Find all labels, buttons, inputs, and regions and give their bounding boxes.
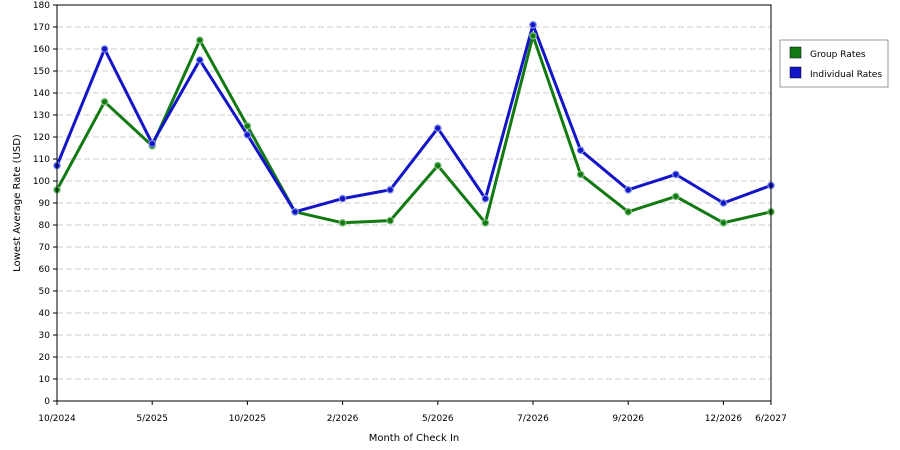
y-tick-label: 160 <box>33 45 50 55</box>
legend: Group Rates Individual Rates <box>779 39 889 88</box>
x-tick-label: 12/2026 <box>705 414 743 424</box>
data-point <box>576 146 585 155</box>
data-point <box>671 170 680 179</box>
x-tick-label: 10/2025 <box>229 414 266 424</box>
data-point <box>196 36 204 45</box>
data-point <box>291 208 299 216</box>
legend-label-individual: Individual Rates <box>810 70 882 80</box>
y-tick-label: 110 <box>33 155 50 165</box>
x-tick-label: 9/2026 <box>612 414 644 424</box>
x-axis-title: Month of Check In <box>369 433 460 444</box>
data-point <box>386 186 395 194</box>
y-tick-label: 30 <box>39 331 51 341</box>
data-point <box>624 186 633 194</box>
x-tick-label: 2/2026 <box>327 414 359 424</box>
grid-lines <box>57 26 771 380</box>
data-point <box>433 161 442 170</box>
y-tick-label: 180 <box>33 1 50 11</box>
y-tick-label: 60 <box>39 265 51 275</box>
x-tick-label: 10/2024 <box>38 414 76 424</box>
data-point <box>338 194 347 203</box>
data-point <box>481 194 490 203</box>
y-tick-label: 140 <box>33 89 50 99</box>
data-point <box>719 199 728 207</box>
data-point <box>243 131 252 139</box>
x-axis-ticks: 10/2024 5/2025 10/2025 2/2026 5/2026 7/2026 9/… <box>38 401 787 424</box>
data-point <box>196 56 204 64</box>
y-tick-label: 40 <box>39 309 51 319</box>
y-tick-label: 0 <box>44 397 50 407</box>
y-tick-label: 70 <box>39 243 51 253</box>
data-point <box>433 124 442 133</box>
series-layer <box>53 20 775 227</box>
series-line-1 <box>55 23 772 214</box>
x-tick-label: 7/2026 <box>517 414 549 424</box>
y-tick-label: 10 <box>39 375 51 385</box>
x-tick-label: 6/2027 <box>755 414 787 424</box>
data-point <box>719 219 728 227</box>
y-tick-label: 120 <box>33 133 50 143</box>
data-point <box>481 219 490 227</box>
legend-swatch-individual <box>789 66 802 79</box>
y-tick-label: 100 <box>33 177 50 187</box>
plot-frame <box>56 4 772 402</box>
data-point <box>529 20 537 29</box>
y-tick-label: 20 <box>39 353 51 363</box>
legend-swatch-group <box>789 46 802 59</box>
data-point <box>100 98 109 106</box>
data-point <box>100 45 109 53</box>
data-point <box>243 122 252 130</box>
y-tick-label: 130 <box>33 111 50 121</box>
y-tick-label: 50 <box>39 287 51 297</box>
data-point <box>386 216 395 225</box>
y-tick-label: 80 <box>39 221 51 231</box>
series-line-0 <box>55 34 772 225</box>
y-tick-label: 150 <box>33 67 50 77</box>
x-tick-label: 5/2026 <box>422 414 454 424</box>
data-point <box>529 31 537 40</box>
data-point <box>576 170 585 179</box>
legend-label-group: Group Rates <box>810 50 866 60</box>
data-point <box>148 139 157 148</box>
y-tick-label: 90 <box>39 199 51 209</box>
y-tick-label: 170 <box>33 23 50 33</box>
data-point <box>624 208 633 216</box>
data-point <box>338 219 347 227</box>
y-axis-title: Lowest Average Rate (USD) <box>12 134 23 272</box>
x-tick-label: 5/2025 <box>136 414 168 424</box>
data-point <box>671 192 680 201</box>
y-axis-ticks: 0 10 20 30 40 50 60 70 80 90 100 110 120 130 140 150 160… <box>33 1 57 407</box>
